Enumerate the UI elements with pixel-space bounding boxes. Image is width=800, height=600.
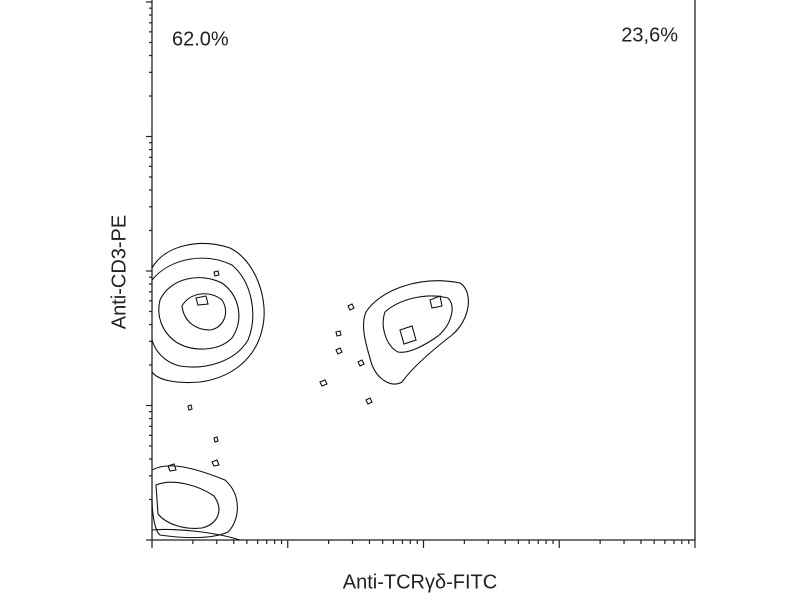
contour-line (151, 528, 241, 541)
annotation: 23,6% (621, 24, 678, 46)
contour-line (155, 481, 220, 529)
y-axis-label: Anti-CD3-PE (108, 215, 130, 329)
contour-line (158, 277, 240, 350)
x-axis-label: Anti-TCRγδ-FITC (343, 571, 497, 593)
contour-line (195, 295, 209, 306)
contour-line (167, 270, 373, 472)
contour-line (151, 243, 265, 384)
contour-line (429, 295, 443, 309)
annotation: 62.0% (172, 28, 229, 50)
contours (151, 243, 469, 541)
contour-line (382, 295, 453, 353)
contour-line (151, 257, 254, 368)
contour-line (399, 325, 417, 345)
contour-line (181, 293, 227, 331)
contour-line (363, 280, 469, 385)
